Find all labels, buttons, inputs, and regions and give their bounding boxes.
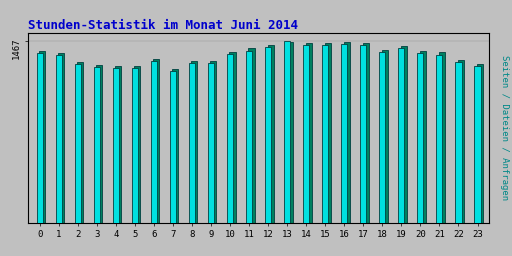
Bar: [96, 65, 102, 223]
Bar: [227, 54, 233, 223]
Bar: [436, 55, 442, 223]
Bar: [456, 62, 461, 223]
Bar: [475, 66, 481, 223]
Bar: [306, 44, 312, 223]
Bar: [322, 45, 328, 223]
Bar: [287, 42, 293, 223]
Bar: [173, 69, 178, 223]
Bar: [360, 45, 366, 223]
Bar: [153, 59, 159, 223]
Bar: [77, 62, 83, 223]
Bar: [417, 53, 423, 223]
Bar: [208, 63, 214, 223]
Bar: [113, 68, 119, 223]
Bar: [439, 52, 445, 223]
Bar: [401, 46, 407, 223]
Bar: [58, 53, 64, 223]
Bar: [246, 51, 252, 223]
Bar: [284, 41, 290, 223]
Bar: [458, 60, 464, 223]
Bar: [134, 66, 140, 223]
Bar: [420, 51, 426, 223]
Bar: [191, 61, 198, 223]
Bar: [362, 42, 369, 223]
Bar: [132, 68, 138, 223]
Bar: [379, 52, 386, 223]
Bar: [344, 42, 350, 223]
Bar: [94, 67, 100, 223]
Bar: [267, 45, 273, 223]
Bar: [39, 51, 45, 223]
Bar: [56, 55, 61, 223]
Bar: [382, 50, 388, 223]
Bar: [210, 60, 217, 223]
Bar: [303, 45, 309, 223]
Bar: [229, 52, 236, 223]
Bar: [341, 44, 347, 223]
Bar: [75, 64, 81, 223]
Bar: [398, 48, 404, 223]
Bar: [325, 42, 331, 223]
Text: Stunden-Statistik im Monat Juni 2014: Stunden-Statistik im Monat Juni 2014: [28, 19, 298, 32]
Bar: [265, 47, 271, 223]
Bar: [115, 66, 121, 223]
Text: Seiten / Dateien / Anfragen: Seiten / Dateien / Anfragen: [500, 56, 509, 200]
Bar: [477, 63, 483, 223]
Bar: [170, 71, 176, 223]
Bar: [189, 63, 195, 223]
Bar: [151, 61, 157, 223]
Bar: [248, 48, 254, 223]
Bar: [36, 53, 42, 223]
